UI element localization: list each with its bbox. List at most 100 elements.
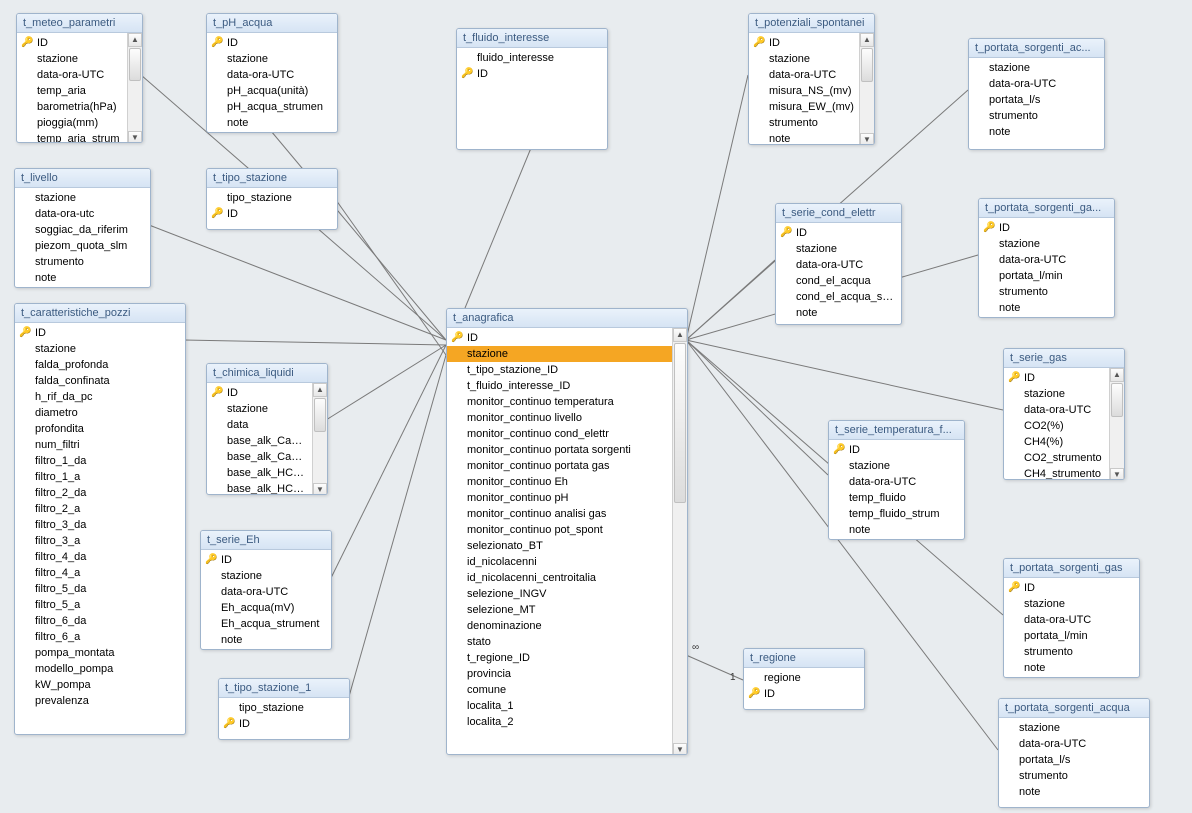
field-row[interactable]: filtro_2_a: [15, 501, 185, 517]
scroll-thumb[interactable]: [674, 343, 686, 503]
table-t_portata_sorgenti_acqua[interactable]: t_portata_sorgenti_acquastazionedata-ora…: [998, 698, 1150, 808]
field-row[interactable]: filtro_3_da: [15, 517, 185, 533]
field-row[interactable]: tipo_stazione: [207, 190, 337, 206]
table-title[interactable]: t_chimica_liquidi: [207, 364, 327, 383]
field-row[interactable]: data-ora-UTC: [776, 257, 901, 273]
table-title[interactable]: t_serie_temperatura_f...: [829, 421, 964, 440]
scroll-thumb[interactable]: [129, 48, 141, 81]
field-row[interactable]: note: [979, 300, 1114, 316]
field-row[interactable]: filtro_5_da: [15, 581, 185, 597]
field-row[interactable]: 🔑ID: [1004, 370, 1110, 386]
scroll-up-icon[interactable]: ▲: [1110, 368, 1124, 382]
field-row[interactable]: 🔑ID: [447, 330, 673, 346]
field-row[interactable]: Eh_acqua(mV): [201, 600, 331, 616]
field-row[interactable]: 🔑ID: [17, 35, 128, 51]
field-row[interactable]: profondita: [15, 421, 185, 437]
field-row[interactable]: stazione: [17, 51, 128, 67]
field-row[interactable]: stazione: [15, 190, 150, 206]
field-row[interactable]: id_nicolacenni_centroitalia: [447, 570, 673, 586]
field-row[interactable]: monitor_continuo portata gas: [447, 458, 673, 474]
field-row[interactable]: comune: [447, 682, 673, 698]
field-row[interactable]: t_tipo_stazione_ID: [447, 362, 673, 378]
table-t_serie_gas[interactable]: t_serie_gas🔑IDstazionedata-ora-UTCCO2(%)…: [1003, 348, 1125, 480]
scroll-up-icon[interactable]: ▲: [860, 33, 874, 47]
field-row[interactable]: 🔑ID: [744, 686, 864, 702]
field-row[interactable]: tipo_stazione: [219, 700, 349, 716]
field-row[interactable]: strumento: [749, 115, 860, 131]
field-row[interactable]: note: [999, 784, 1149, 800]
field-row[interactable]: note: [201, 632, 331, 648]
field-row[interactable]: monitor_continuo portata sorgenti: [447, 442, 673, 458]
field-row[interactable]: pompa_montata: [15, 645, 185, 661]
field-row[interactable]: 🔑ID: [15, 325, 185, 341]
table-t_chimica_liquidi[interactable]: t_chimica_liquidi 🔑IDstazionedatabase_alk…: [206, 363, 328, 495]
field-row[interactable]: base_alk_CaCO3: [207, 433, 313, 449]
scroll-thumb[interactable]: [314, 398, 326, 432]
field-row[interactable]: strumento: [979, 284, 1114, 300]
table-t_portata_sorgenti_ac[interactable]: t_portata_sorgenti_ac...stazionedata-ora…: [968, 38, 1105, 150]
field-row[interactable]: CH4_strumento: [1004, 466, 1110, 480]
table-title[interactable]: t_fluido_interesse: [457, 29, 607, 48]
table-title[interactable]: t_caratteristiche_pozzi: [15, 304, 185, 323]
field-row[interactable]: data-ora-UTC: [829, 474, 964, 490]
table-t_serie_cond_elettr[interactable]: t_serie_cond_elettr🔑IDstazionedata-ora-U…: [775, 203, 902, 325]
field-row[interactable]: regione: [744, 670, 864, 686]
field-row[interactable]: 🔑ID: [979, 220, 1114, 236]
field-row[interactable]: modello_pompa: [15, 661, 185, 677]
field-row[interactable]: selezionato_BT: [447, 538, 673, 554]
field-row[interactable]: note: [207, 115, 337, 131]
field-row[interactable]: data-ora-UTC: [1004, 402, 1110, 418]
field-row[interactable]: provincia: [447, 666, 673, 682]
field-row[interactable]: stazione: [1004, 596, 1139, 612]
field-row[interactable]: data: [207, 417, 313, 433]
table-t_tipo_stazione_1[interactable]: t_tipo_stazione_1 tipo_stazione🔑ID: [218, 678, 350, 740]
scroll-thumb[interactable]: [861, 48, 873, 82]
table-title[interactable]: t_portata_sorgenti_acqua: [999, 699, 1149, 718]
field-row[interactable]: filtro_1_a: [15, 469, 185, 485]
field-row[interactable]: stazione: [979, 236, 1114, 252]
field-row[interactable]: 🔑ID: [219, 716, 349, 732]
field-row[interactable]: stazione: [1004, 386, 1110, 402]
field-row[interactable]: portata_l/s: [969, 92, 1104, 108]
table-t_caratteristiche_pozzi[interactable]: t_caratteristiche_pozzi🔑IDstazionefalda_…: [14, 303, 186, 735]
field-row[interactable]: 🔑ID: [749, 35, 860, 51]
field-row[interactable]: data-ora-UTC: [979, 252, 1114, 268]
field-row[interactable]: 🔑ID: [207, 385, 313, 401]
field-row[interactable]: monitor_continuo pot_spont: [447, 522, 673, 538]
field-row[interactable]: filtro_5_a: [15, 597, 185, 613]
field-row[interactable]: data-ora-UTC: [201, 584, 331, 600]
scroll-thumb[interactable]: [1111, 383, 1123, 417]
field-row[interactable]: 🔑ID: [457, 66, 607, 82]
field-row[interactable]: note: [969, 124, 1104, 140]
field-row[interactable]: cond_el_acqua: [776, 273, 901, 289]
field-row[interactable]: selezione_INGV: [447, 586, 673, 602]
field-row[interactable]: monitor_continuo cond_elettr: [447, 426, 673, 442]
field-row[interactable]: barometria(hPa): [17, 99, 128, 115]
field-row[interactable]: strumento: [969, 108, 1104, 124]
field-row[interactable]: data-ora-UTC: [1004, 612, 1139, 628]
field-row[interactable]: CO2(%): [1004, 418, 1110, 434]
field-row[interactable]: temp_fluido_strum: [829, 506, 964, 522]
table-t_portata_sorgenti_gas[interactable]: t_portata_sorgenti_gas🔑IDstazionedata-or…: [1003, 558, 1140, 678]
field-row[interactable]: piezom_quota_slm: [15, 238, 150, 254]
field-row[interactable]: data-ora-utc: [15, 206, 150, 222]
table-t_pH_acqua[interactable]: t_pH_acqua🔑IDstazionedata-ora-UTCpH_acqu…: [206, 13, 338, 133]
scroll-down-icon[interactable]: ▼: [313, 483, 327, 495]
field-row[interactable]: filtro_1_da: [15, 453, 185, 469]
table-t_meteo_parametri[interactable]: t_meteo_parametri🔑IDstazionedata-ora-UTC…: [16, 13, 143, 143]
field-row[interactable]: temp_aria: [17, 83, 128, 99]
field-row[interactable]: data-ora-UTC: [969, 76, 1104, 92]
field-row[interactable]: strumento: [15, 254, 150, 270]
field-row[interactable]: note: [749, 131, 860, 145]
field-row[interactable]: stazione: [207, 401, 313, 417]
field-row[interactable]: stato: [447, 634, 673, 650]
field-row[interactable]: 🔑ID: [207, 35, 337, 51]
table-title[interactable]: t_potenziali_spontanei: [749, 14, 874, 33]
scrollbar[interactable]: ▲▼: [1109, 368, 1124, 480]
field-row[interactable]: stazione: [207, 51, 337, 67]
field-row[interactable]: 🔑ID: [1004, 580, 1139, 596]
table-title[interactable]: t_portata_sorgenti_ac...: [969, 39, 1104, 58]
scrollbar[interactable]: ▲▼: [127, 33, 142, 143]
table-title[interactable]: t_tipo_stazione_1: [219, 679, 349, 698]
table-t_regione[interactable]: t_regioneregione🔑ID: [743, 648, 865, 710]
